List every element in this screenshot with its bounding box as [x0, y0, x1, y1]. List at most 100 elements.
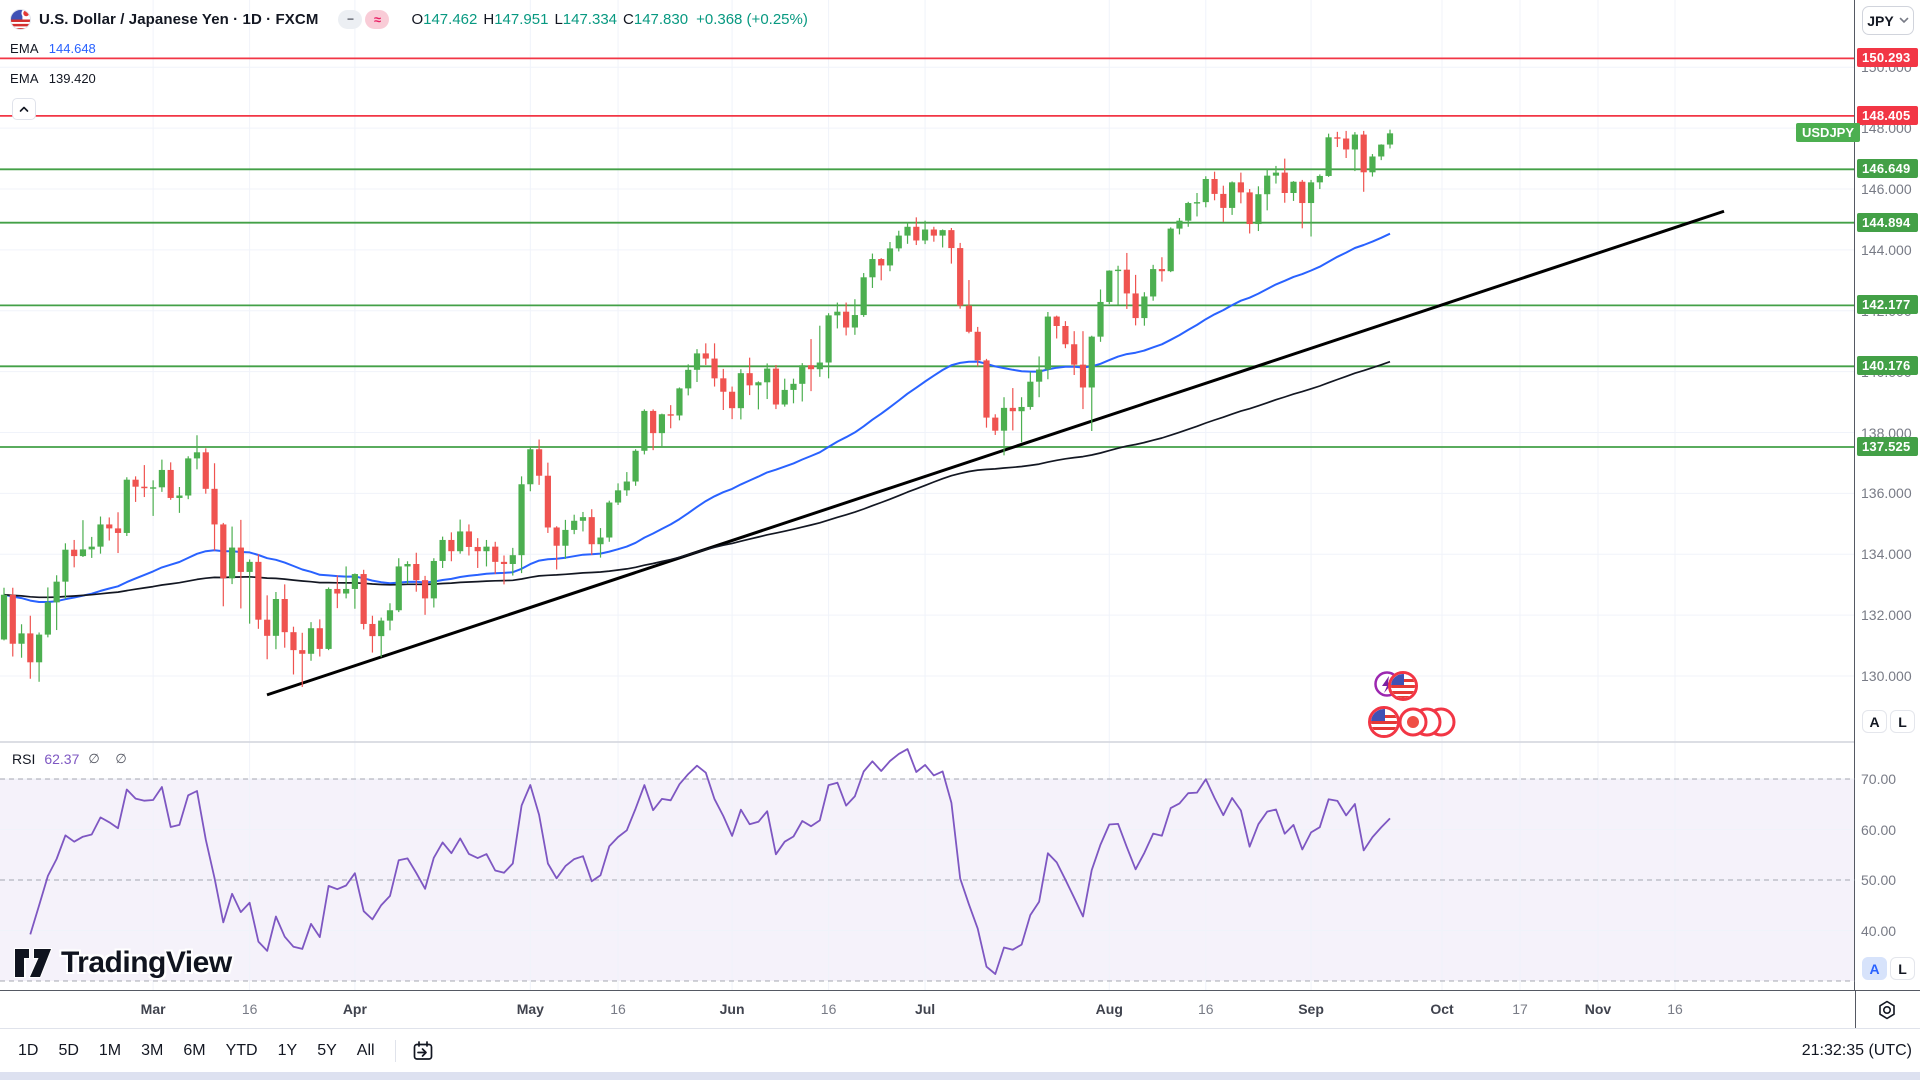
time-axis-day-label: 16	[820, 1001, 837, 1017]
ohlc-values: O147.462 H147.951 L147.334 C147.830 +0.3…	[411, 11, 807, 28]
us-flag-event-icon[interactable]	[1388, 671, 1418, 701]
price-level-badge[interactable]: 142.177	[1857, 295, 1918, 315]
price-axis-label: 132.000	[1861, 607, 1912, 624]
open-label: O	[411, 10, 424, 28]
calendar-goto-icon	[413, 1040, 432, 1060]
low-label: L	[554, 10, 563, 28]
rsi-axis-label: 50.00	[1861, 872, 1897, 888]
time-axis-month-label: Apr	[342, 1001, 367, 1017]
ema2-label: EMA	[10, 71, 39, 86]
symbol-flag-icon	[10, 8, 31, 30]
price-level-lines	[0, 57, 1855, 448]
price-level-badge[interactable]: 146.649	[1857, 159, 1918, 179]
open-value: 147.462	[423, 10, 478, 28]
price-axis-label: 136.000	[1861, 485, 1912, 502]
axis-settings-gear-icon[interactable]	[1876, 999, 1898, 1021]
rsi-empty-values: ∅ ∅	[88, 751, 133, 766]
time-axis[interactable]: Mar 16 Apr May 16 Jun 16 Jul Aug 16 Sep Oct 17 Nov 16	[0, 990, 1920, 1029]
range-button-6m[interactable]: 6M	[183, 1041, 206, 1059]
time-axis-month-label: Oct	[1430, 1001, 1454, 1017]
currency-unit-label: JPY	[1867, 12, 1894, 29]
price-level-badge[interactable]: 148.405	[1857, 105, 1918, 125]
price-axis-label: 134.000	[1861, 546, 1912, 563]
range-button-1d[interactable]: 1D	[18, 1041, 39, 1059]
range-button-3m[interactable]: 3M	[141, 1041, 164, 1059]
axis-corner-divider	[1855, 991, 1856, 1029]
trendline-drawing[interactable]	[266, 209, 1725, 697]
rsi-pane-auto-button[interactable]: A	[1862, 957, 1887, 980]
price-level-badge[interactable]: 140.176	[1857, 356, 1918, 376]
price-level-badge[interactable]: 137.525	[1857, 436, 1918, 456]
candles-group	[0, 129, 1394, 687]
time-axis-month-label: May	[516, 1001, 544, 1017]
time-axis-day-label: 16	[1197, 1001, 1214, 1017]
chart-canvas[interactable]	[0, 0, 1855, 990]
rsi-value: 62.37	[44, 751, 80, 767]
time-axis-day-label: 16	[610, 1001, 626, 1017]
range-button-ytd[interactable]: YTD	[225, 1041, 258, 1059]
time-axis-day-label: 17	[1512, 1001, 1528, 1017]
price-axis-label: 130.000	[1861, 668, 1912, 684]
currency-unit-button[interactable]: JPY	[1862, 6, 1914, 35]
main-pane-log-button[interactable]: L	[1890, 710, 1915, 733]
price-axis-label: 144.000	[1861, 241, 1912, 258]
chevron-down-icon	[1899, 17, 1909, 24]
legend-delayed-data-icon[interactable]: ≈	[365, 9, 390, 29]
ema-legend-2[interactable]: EMA 139.420	[10, 71, 96, 86]
watermark-text: TradingView	[61, 946, 232, 979]
chevron-up-icon	[19, 106, 29, 112]
tradingview-logo-icon	[14, 948, 52, 978]
session-clock[interactable]: 21:32:35 (UTC)	[1801, 1042, 1912, 1059]
ema1-label: EMA	[10, 41, 39, 56]
symbol-price-label: USDJPY	[1796, 123, 1861, 143]
jp-flag-event-icon[interactable]	[1398, 707, 1456, 737]
time-axis-month-label: Jul	[914, 1001, 936, 1017]
change-value: +0.368 (+0.25%)	[696, 10, 808, 28]
range-button-5d[interactable]: 5D	[58, 1041, 79, 1059]
main-pane-auto-button[interactable]: A	[1862, 710, 1887, 733]
time-axis-month-label: Nov	[1584, 1001, 1612, 1017]
time-axis-month-label: Mar	[140, 1001, 166, 1017]
time-axis-month-label: Jun	[719, 1001, 745, 1017]
time-axis-month-label: Aug	[1095, 1001, 1123, 1017]
close-value: 147.830	[633, 10, 689, 28]
legend-hide-button[interactable]: −	[338, 9, 363, 29]
time-axis-day-label: 16	[241, 1001, 258, 1017]
tradingview-watermark: TradingView	[14, 946, 232, 980]
price-level-badge[interactable]: 144.894	[1857, 212, 1918, 232]
time-axis-day-label: 16	[1667, 1001, 1683, 1017]
rsi-line[interactable]	[29, 748, 1391, 975]
rsi-axis-label: 70.00	[1861, 771, 1897, 787]
price-axis-label: 138.000	[1861, 424, 1912, 441]
low-value: 147.334	[562, 10, 618, 28]
symbol-legend-row[interactable]: U.S. Dollar / Japanese Yen · 1D · FXCM −…	[10, 7, 808, 31]
range-button-all[interactable]: All	[356, 1041, 375, 1059]
ema-legend-1[interactable]: EMA 144.648	[10, 41, 96, 56]
bottom-toolbar: 1D 5D 1M 3M 6M YTD 1Y 5Y All 21:32:35 (UTC)	[0, 1028, 1920, 1072]
ema-line-2[interactable]	[3, 360, 1391, 599]
rsi-pane-log-button[interactable]: L	[1890, 957, 1915, 980]
price-axis-label: 146.000	[1861, 181, 1912, 198]
ema2-value: 139.420	[48, 71, 96, 86]
price-axis[interactable]: JPY 150.000148.000146.000144.000142.0001…	[1855, 0, 1920, 990]
legend-collapse-button[interactable]	[12, 98, 36, 120]
range-button-1m[interactable]: 1M	[98, 1041, 122, 1059]
range-button-1y[interactable]: 1Y	[277, 1041, 298, 1059]
event-stamp-icons[interactable]	[1360, 662, 1460, 744]
high-value: 147.951	[494, 10, 549, 28]
rsi-axis-label: 40.00	[1861, 922, 1897, 939]
ema-line-1[interactable]	[3, 232, 1391, 603]
symbol-title[interactable]: U.S. Dollar / Japanese Yen · 1D · FXCM	[39, 10, 319, 28]
time-axis-month-label: Sep	[1298, 1001, 1324, 1017]
rsi-legend-row[interactable]: RSI 62.37 ∅ ∅	[12, 751, 133, 767]
rsi-axis-label: 60.00	[1861, 821, 1897, 838]
us-flag-event-icon-2[interactable]	[1368, 706, 1400, 738]
go-to-date-button[interactable]	[406, 1037, 440, 1065]
range-button-5y[interactable]: 5Y	[317, 1041, 337, 1059]
price-level-badge[interactable]: 150.293	[1857, 48, 1918, 68]
ema1-value: 144.648	[48, 41, 96, 56]
rsi-label: RSI	[12, 751, 36, 767]
high-label: H	[483, 10, 495, 28]
toolbar-divider	[394, 1039, 396, 1062]
